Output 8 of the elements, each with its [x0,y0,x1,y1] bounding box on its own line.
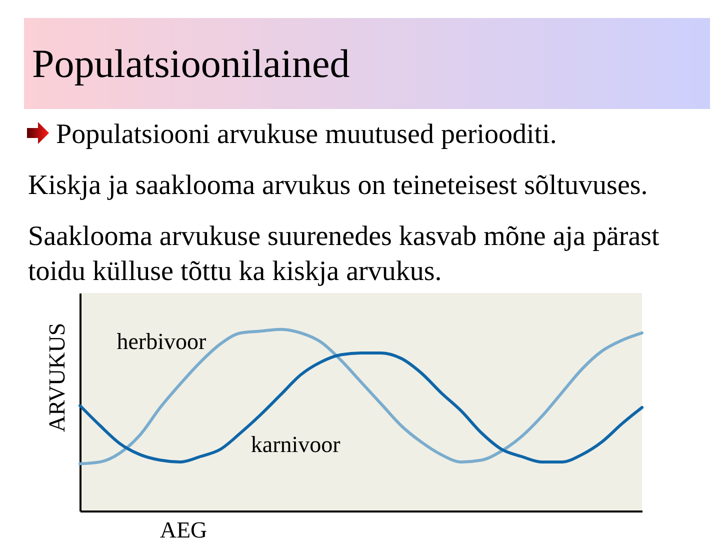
series-label: herbivoor [116,329,206,354]
x-axis-title: AEG [160,518,208,542]
chart-title: Populatsioonilained [32,41,350,86]
text: Kiskja ja saaklooma arvukus on teineteisest sõltuvuses. [28,169,649,203]
text: Saaklooma arvukuse suurenedes kasvab mõne aja pärast toidu külluse tõttu ka kiskja arvukus. [28,220,660,289]
series-label: karnivoor [250,432,341,457]
y-axis-title: ARVUKUS [44,322,70,432]
text: Populatsiooni arvukuse muutused periooditi. [56,118,558,152]
